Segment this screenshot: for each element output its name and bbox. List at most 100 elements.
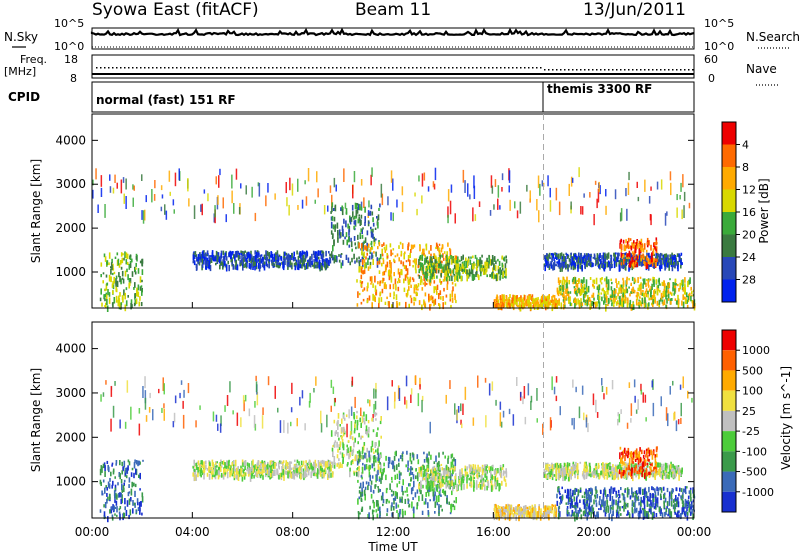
echo-cell — [586, 287, 588, 292]
echo-cell — [338, 229, 341, 236]
echo-cell — [305, 463, 308, 467]
echo-cell — [454, 275, 456, 280]
echo-cell — [435, 263, 437, 266]
echo-cell — [104, 204, 106, 218]
echo-cell — [325, 258, 327, 263]
echo-cell — [321, 250, 324, 256]
echo-cell — [372, 233, 374, 239]
echo-cell — [364, 246, 366, 250]
echo-cell — [353, 472, 356, 476]
echo-cell — [103, 253, 106, 258]
echo-cell — [489, 210, 492, 216]
echo-cell — [546, 256, 548, 260]
echo-cell — [129, 254, 132, 260]
echo-cell — [405, 400, 408, 409]
echo-cell — [676, 253, 679, 257]
echo-cell — [270, 465, 272, 473]
echo-cell — [585, 291, 588, 295]
echo-cell — [426, 478, 429, 486]
echo-cell — [368, 426, 370, 433]
echo-cell — [458, 476, 460, 483]
echo-cell — [418, 256, 421, 261]
echo-cell — [541, 294, 544, 298]
echo-cell — [113, 297, 116, 304]
echo-cell — [400, 254, 402, 257]
echo-cell — [320, 262, 322, 268]
echo-cell — [382, 257, 384, 260]
echo-cell — [645, 417, 647, 422]
echo-cell — [352, 184, 354, 199]
echo-cell — [648, 288, 651, 292]
echo-cell — [138, 474, 140, 478]
echo-cell — [141, 289, 143, 296]
freq-dot — [260, 67, 262, 69]
echo-cell — [368, 471, 371, 478]
echo-cell — [579, 256, 581, 263]
echo-cell — [372, 258, 374, 265]
echo-cell — [620, 208, 623, 221]
freq-dot — [692, 69, 694, 71]
echo-cell — [436, 275, 438, 279]
echo-cell — [216, 461, 218, 464]
echo-cell — [207, 253, 209, 257]
echo-cell — [431, 299, 434, 302]
freq-dot — [400, 67, 402, 69]
echo-cell — [650, 254, 653, 260]
echo-cell — [449, 380, 451, 389]
echo-cell — [110, 506, 113, 514]
echo-cell — [328, 461, 330, 467]
echo-cell — [330, 464, 332, 472]
echo-cell — [398, 462, 400, 467]
echo-cell — [95, 168, 97, 180]
echo-cell — [276, 259, 279, 262]
echo-cell — [164, 204, 166, 215]
echo-cell — [139, 510, 141, 515]
echo-cell — [363, 417, 365, 423]
freq-dot — [332, 67, 334, 69]
echo-cell — [314, 473, 317, 476]
echo-cell — [296, 263, 298, 268]
echo-cell — [362, 298, 365, 302]
echo-cell — [452, 464, 454, 468]
echo-cell — [145, 195, 147, 203]
echo-cell — [433, 300, 435, 307]
echo-cell — [611, 281, 613, 285]
echo-cell — [482, 268, 485, 275]
echo-cell — [108, 483, 111, 489]
echo-cell — [163, 403, 165, 409]
echo-cell — [398, 481, 401, 484]
echo-cell — [502, 271, 504, 278]
echo-cell — [242, 469, 245, 474]
echo-cell — [373, 501, 375, 509]
echo-cell — [421, 262, 424, 267]
freq-dot — [412, 67, 414, 69]
echo-cell — [266, 263, 269, 268]
echo-cell — [129, 509, 132, 516]
echo-cell — [580, 206, 582, 215]
echo-cell — [360, 214, 363, 219]
echo-cell — [620, 238, 622, 243]
echo-cell — [367, 260, 369, 266]
echo-cell — [441, 489, 444, 493]
freq-dot — [668, 69, 670, 71]
echo-cell — [436, 495, 438, 503]
freq-dot — [392, 67, 394, 69]
echo-cell — [541, 300, 543, 303]
echo-cell — [430, 267, 433, 274]
echo-cell — [442, 451, 444, 455]
echo-cell — [345, 232, 348, 238]
echo-cell — [559, 280, 561, 284]
echo-cell — [106, 460, 109, 464]
echo-cell — [273, 264, 275, 267]
echo-cell — [627, 238, 630, 242]
echo-cell — [418, 467, 420, 474]
echo-cell — [305, 254, 308, 258]
echo-cell — [414, 375, 417, 384]
echo-cell — [246, 468, 248, 472]
echo-cell — [369, 210, 372, 216]
echo-cell — [417, 264, 420, 269]
echo-cell — [447, 480, 449, 487]
freq-dot — [232, 67, 234, 69]
echo-cell — [644, 394, 647, 403]
echo-cell — [257, 467, 260, 474]
